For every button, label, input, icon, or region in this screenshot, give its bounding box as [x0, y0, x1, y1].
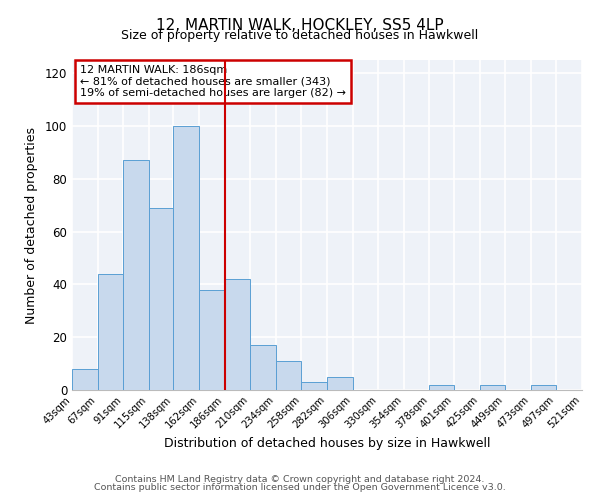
Bar [250, 345, 276, 390]
Bar [149, 208, 173, 390]
Bar [98, 274, 123, 390]
Bar [276, 361, 301, 390]
Bar [199, 290, 224, 390]
X-axis label: Distribution of detached houses by size in Hawkwell: Distribution of detached houses by size … [164, 438, 490, 450]
Bar [123, 160, 149, 390]
Bar [301, 382, 327, 390]
Text: Contains public sector information licensed under the Open Government Licence v3: Contains public sector information licen… [94, 484, 506, 492]
Bar [224, 279, 250, 390]
Bar [173, 126, 199, 390]
Text: Size of property relative to detached houses in Hawkwell: Size of property relative to detached ho… [121, 29, 479, 42]
Bar [531, 384, 556, 390]
Text: 12 MARTIN WALK: 186sqm
← 81% of detached houses are smaller (343)
19% of semi-de: 12 MARTIN WALK: 186sqm ← 81% of detached… [80, 65, 346, 98]
Bar [430, 384, 454, 390]
Bar [327, 377, 353, 390]
Bar [479, 384, 505, 390]
Text: 12, MARTIN WALK, HOCKLEY, SS5 4LP: 12, MARTIN WALK, HOCKLEY, SS5 4LP [156, 18, 444, 32]
Y-axis label: Number of detached properties: Number of detached properties [25, 126, 38, 324]
Text: Contains HM Land Registry data © Crown copyright and database right 2024.: Contains HM Land Registry data © Crown c… [115, 475, 485, 484]
Bar [72, 369, 98, 390]
